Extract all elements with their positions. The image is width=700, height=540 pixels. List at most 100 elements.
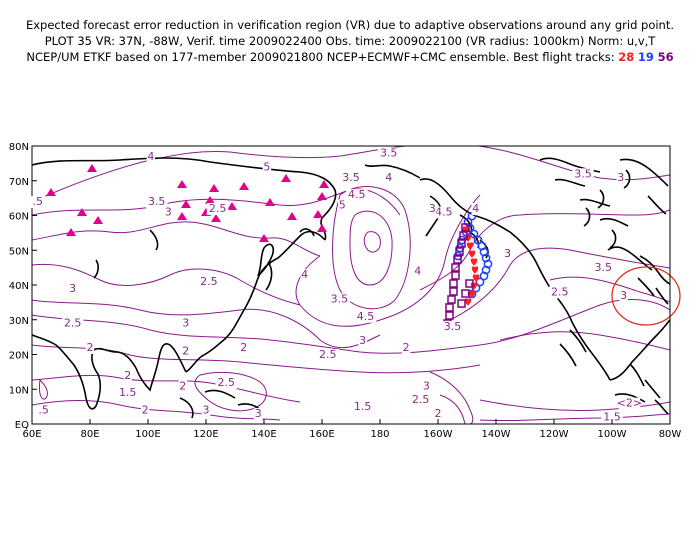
title-line-1: Expected forecast error reduction in ver… <box>25 18 675 32</box>
y-tick-label: 70N <box>9 177 29 188</box>
contour-label: 3 <box>620 289 627 302</box>
contour-label: 2 <box>124 369 131 382</box>
contour-label: 2 <box>182 345 189 358</box>
contour-label: 3 <box>165 206 172 219</box>
contour-label-bg <box>198 276 220 288</box>
x-tick-label: 100E <box>135 429 160 440</box>
x-axis-ticks: 60E 80E 100E 120E 140E 160E 180 160W 140W 120W 100… <box>22 419 681 440</box>
contour-label: 3.5 <box>595 261 613 274</box>
contour-label: 3.5 <box>574 167 592 180</box>
contour-label: .5 <box>33 195 44 208</box>
title-line-3-prefix: NCEP/UM ETKF based on 177-member 2009021… <box>26 50 615 64</box>
contour-label: 2.5 <box>319 348 337 361</box>
contour-label-bg <box>346 189 368 202</box>
contour-label-bg <box>616 171 625 184</box>
contour-label-bg <box>317 348 339 361</box>
contour-label: 2.5 <box>64 317 82 330</box>
contour-label: 4 <box>472 202 479 215</box>
contour-label: 5 <box>263 160 270 173</box>
contour-label: 1.5 <box>603 411 621 424</box>
title-line-3: NCEP/UM ETKF based on 177-member 2009021… <box>0 50 700 64</box>
x-tick-label: 180 <box>370 429 389 440</box>
contour-label: 1.5 <box>119 386 137 399</box>
contour-label-bg <box>354 310 377 323</box>
x-tick-label: 80E <box>80 429 99 440</box>
contour-label: 4 <box>414 265 421 278</box>
track-28-label: 28 <box>618 50 635 64</box>
contour-label-bg <box>145 196 168 209</box>
x-tick-label: 120W <box>540 429 569 440</box>
contour-label: 2.5 <box>412 393 430 406</box>
contour-label-bg <box>401 342 411 355</box>
observation-sites <box>46 164 329 242</box>
contour-label: 4 <box>147 150 154 163</box>
contour-label: .5 <box>38 404 49 417</box>
contour-label: 5 <box>339 199 346 212</box>
contour-label: 3.5 <box>380 146 398 159</box>
contour-label-bg <box>328 293 351 306</box>
x-tick-label: 80W <box>659 429 682 440</box>
contour-label: 3 <box>69 282 76 295</box>
contour-label-bg <box>36 404 52 417</box>
contour-label-bg <box>116 387 139 400</box>
contour-label: 2.5 <box>200 275 218 288</box>
contour-label: 4 <box>301 268 308 281</box>
y-tick-label: EQ <box>15 420 29 431</box>
contour-label-bg <box>358 335 367 348</box>
contour-label-bg <box>377 147 400 160</box>
flight-tracks <box>443 211 493 328</box>
contour-label-bg <box>427 203 437 216</box>
contour-label: 2 <box>403 341 410 354</box>
contour-label: 4 <box>385 171 392 184</box>
contour-label-bg <box>549 286 571 299</box>
contour-label: 3 <box>423 379 430 392</box>
contour-label-bg <box>300 269 309 282</box>
contour-label-bg <box>409 394 432 407</box>
contour-label-bg <box>178 380 188 393</box>
contour-label: 2.5 <box>551 285 569 298</box>
contour-label-bg <box>146 150 156 163</box>
contour-label: <2> <box>617 397 642 410</box>
track-19-label: 19 <box>637 50 654 64</box>
contour-label-bg <box>433 408 443 421</box>
contour-label-bg <box>422 380 431 393</box>
y-tick-label: 60N <box>9 212 29 223</box>
contour-label-bg <box>68 282 77 295</box>
x-tick-label: 100W <box>598 429 627 440</box>
y-tick-label: 80N <box>9 142 29 153</box>
contour-label: 3 <box>429 202 436 215</box>
verification-region-circle <box>611 266 681 326</box>
contour-label-bg <box>215 376 238 389</box>
contour-label: 2 <box>142 404 149 417</box>
contour-label: 2.5 <box>209 202 227 215</box>
contour-label-bg <box>592 262 615 275</box>
contour-label: 3 <box>359 334 366 347</box>
contour-label-bg <box>619 289 628 302</box>
contour-label-bg <box>123 369 132 382</box>
contour-label: 3 <box>182 317 189 330</box>
contour-label: 2 <box>87 341 94 354</box>
contour-label: 4.5 <box>348 188 366 201</box>
contour-label: 3 <box>255 407 262 420</box>
contour-label-bg <box>262 161 272 174</box>
contour-label: 3 <box>617 171 624 184</box>
x-tick-label: 120E <box>193 429 218 440</box>
y-tick-label: 10N <box>9 385 29 396</box>
contour-label-bg <box>338 199 347 212</box>
contour-label-bg <box>433 206 455 219</box>
contour-label-bg <box>253 408 263 421</box>
contour-label: 2 <box>179 379 186 392</box>
y-axis-ticks: EQ 10N 20N 30N 40N 50N 60N 70N 80N <box>9 142 37 431</box>
contour-label-bg <box>164 206 173 219</box>
contour-label: 2.5 <box>218 376 236 389</box>
contour-label-bg <box>601 411 623 424</box>
contour-label-bg <box>441 321 464 334</box>
x-tick-label: 160W <box>424 429 453 440</box>
contour-label: 4.5 <box>435 206 453 219</box>
contour-label-bg <box>572 168 594 181</box>
contour-label: 3 <box>203 404 210 417</box>
contour-label-bg <box>140 404 150 417</box>
title-line-2: PLOT 35 VR: 37N, -88W, Verif. time 20090… <box>44 34 656 48</box>
